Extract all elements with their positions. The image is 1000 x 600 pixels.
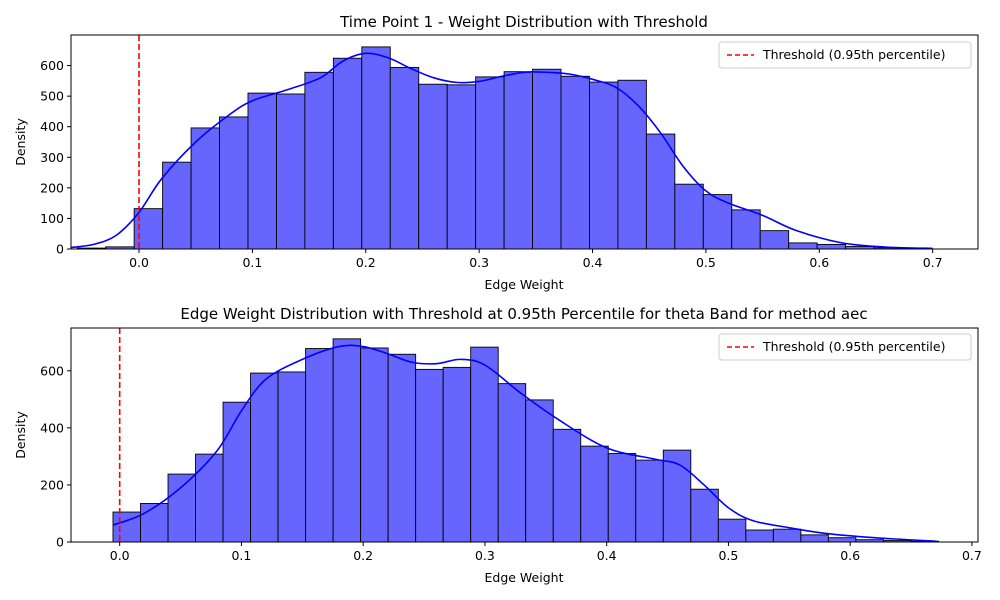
histogram-bar — [662, 449, 692, 543]
x-tick-label: 0.4 — [597, 548, 617, 563]
histogram-bar — [387, 353, 417, 543]
legend-box — [718, 333, 972, 361]
histogram-bar — [442, 366, 472, 543]
histogram-bar — [674, 183, 704, 250]
histogram-bar — [470, 346, 499, 543]
y-tick-label: 200 — [40, 477, 64, 492]
histogram-bar — [389, 66, 420, 250]
kde-curve — [70, 52, 933, 250]
histogram-bar — [190, 127, 220, 250]
plot-area: 0.0 0.1 0.2 0.3 0.4 0.5 0.6 0.7 0 100 200 300 400 500… — [40, 34, 979, 270]
chart-title: Edge Weight Distribution with Threshold … — [180, 305, 867, 323]
x-tick-label: 0.5 — [718, 548, 738, 563]
histogram-bar — [827, 537, 857, 543]
y-tick-label: 600 — [40, 58, 64, 73]
histogram-bar — [525, 399, 554, 543]
legend: Threshold (0.95th percentile) — [718, 41, 972, 69]
x-axis-label: Edge Weight — [485, 277, 564, 292]
histogram-panel-1: Time Point 1 - Weight Distribution with … — [13, 13, 979, 292]
histogram-bar — [305, 348, 334, 543]
histogram-bar — [745, 529, 774, 543]
x-tick-label: 0.4 — [583, 255, 603, 270]
histogram-panel-2: Edge Weight Distribution with Threshold … — [13, 305, 982, 585]
x-tick-label: 0.3 — [475, 548, 495, 563]
histogram-bar — [607, 453, 637, 543]
histogram-bar — [219, 116, 249, 250]
x-tick-label: 0.6 — [809, 255, 829, 270]
histogram-bar — [250, 372, 279, 543]
histogram-bar — [635, 459, 664, 543]
y-tick-label: 400 — [40, 420, 64, 435]
histogram-bar — [560, 75, 590, 250]
histogram-bar — [418, 83, 448, 250]
y-axis-label: Density — [13, 411, 28, 459]
histogram-bar — [415, 368, 444, 543]
x-tick-label: 0.2 — [356, 255, 376, 270]
histogram-bar — [275, 93, 306, 250]
histogram-bar — [332, 57, 363, 250]
x-axis-label: Edge Weight — [485, 570, 564, 585]
histogram-bar — [446, 84, 477, 250]
y-tick-label: 500 — [40, 89, 64, 104]
kde-curve — [113, 344, 936, 542]
histogram-bar — [361, 46, 391, 250]
legend-box — [718, 41, 972, 69]
histogram-bar — [222, 401, 252, 543]
histogram-bar — [360, 347, 389, 543]
histogram-bar — [532, 68, 562, 250]
histogram-bar — [277, 371, 307, 543]
x-tick-label: 0.6 — [840, 548, 860, 563]
legend-threshold-label: Threshold (0.95th percentile) — [762, 339, 945, 354]
x-tick-label: 0.1 — [231, 548, 251, 563]
histogram-bar — [589, 81, 619, 250]
histogram-bar — [304, 71, 334, 250]
y-tick-label: 600 — [40, 363, 64, 378]
x-tick-label: 0.3 — [469, 255, 489, 270]
x-tick-label: 0.5 — [696, 255, 716, 270]
histogram-bar — [690, 488, 719, 543]
histogram-bar — [816, 243, 847, 250]
histogram-bar — [759, 230, 790, 250]
y-tick-label: 300 — [40, 150, 64, 165]
histogram-bar — [645, 133, 676, 250]
chart-title: Time Point 1 - Weight Distribution with … — [339, 13, 708, 31]
axes-frame — [70, 34, 979, 250]
y-tick-label: 100 — [40, 211, 64, 226]
axes-frame — [70, 327, 979, 543]
histogram-bar — [332, 338, 362, 543]
x-tick-label: 0.2 — [353, 548, 373, 563]
histogram-bar — [162, 161, 192, 250]
y-tick-label: 0 — [56, 242, 64, 257]
y-tick-label: 200 — [40, 180, 64, 195]
histogram-bar — [717, 518, 747, 543]
histogram-bar — [475, 76, 505, 250]
histogram-bar — [503, 71, 533, 250]
x-tick-label: 0.0 — [110, 548, 130, 563]
histogram-bar — [140, 503, 169, 543]
histogram-bar — [772, 528, 802, 543]
x-tick-label: 0.0 — [129, 255, 149, 270]
x-tick-label: 0.1 — [242, 255, 262, 270]
x-tick-label: 0.7 — [962, 548, 982, 563]
histogram-bar — [617, 79, 647, 250]
histogram-bar — [580, 445, 609, 543]
histogram-bar — [731, 209, 761, 250]
legend-threshold-label: Threshold (0.95th percentile) — [762, 47, 945, 62]
histogram-bar — [497, 383, 527, 543]
histogram-bar — [247, 92, 277, 250]
plot-area: 0.0 0.1 0.2 0.3 0.4 0.5 0.6 0.7 0 200 400 600 — [40, 327, 982, 563]
x-tick-label: 0.7 — [923, 255, 943, 270]
histogram-bar — [195, 453, 224, 543]
legend: Threshold (0.95th percentile) — [718, 333, 972, 361]
histogram-bar — [800, 534, 829, 543]
y-tick-label: 0 — [56, 535, 64, 550]
histogram-bar — [167, 473, 196, 543]
y-tick-label: 400 — [40, 119, 64, 134]
histogram-bar — [788, 242, 818, 250]
y-axis-label: Density — [13, 118, 28, 166]
histogram-bar — [552, 428, 582, 543]
